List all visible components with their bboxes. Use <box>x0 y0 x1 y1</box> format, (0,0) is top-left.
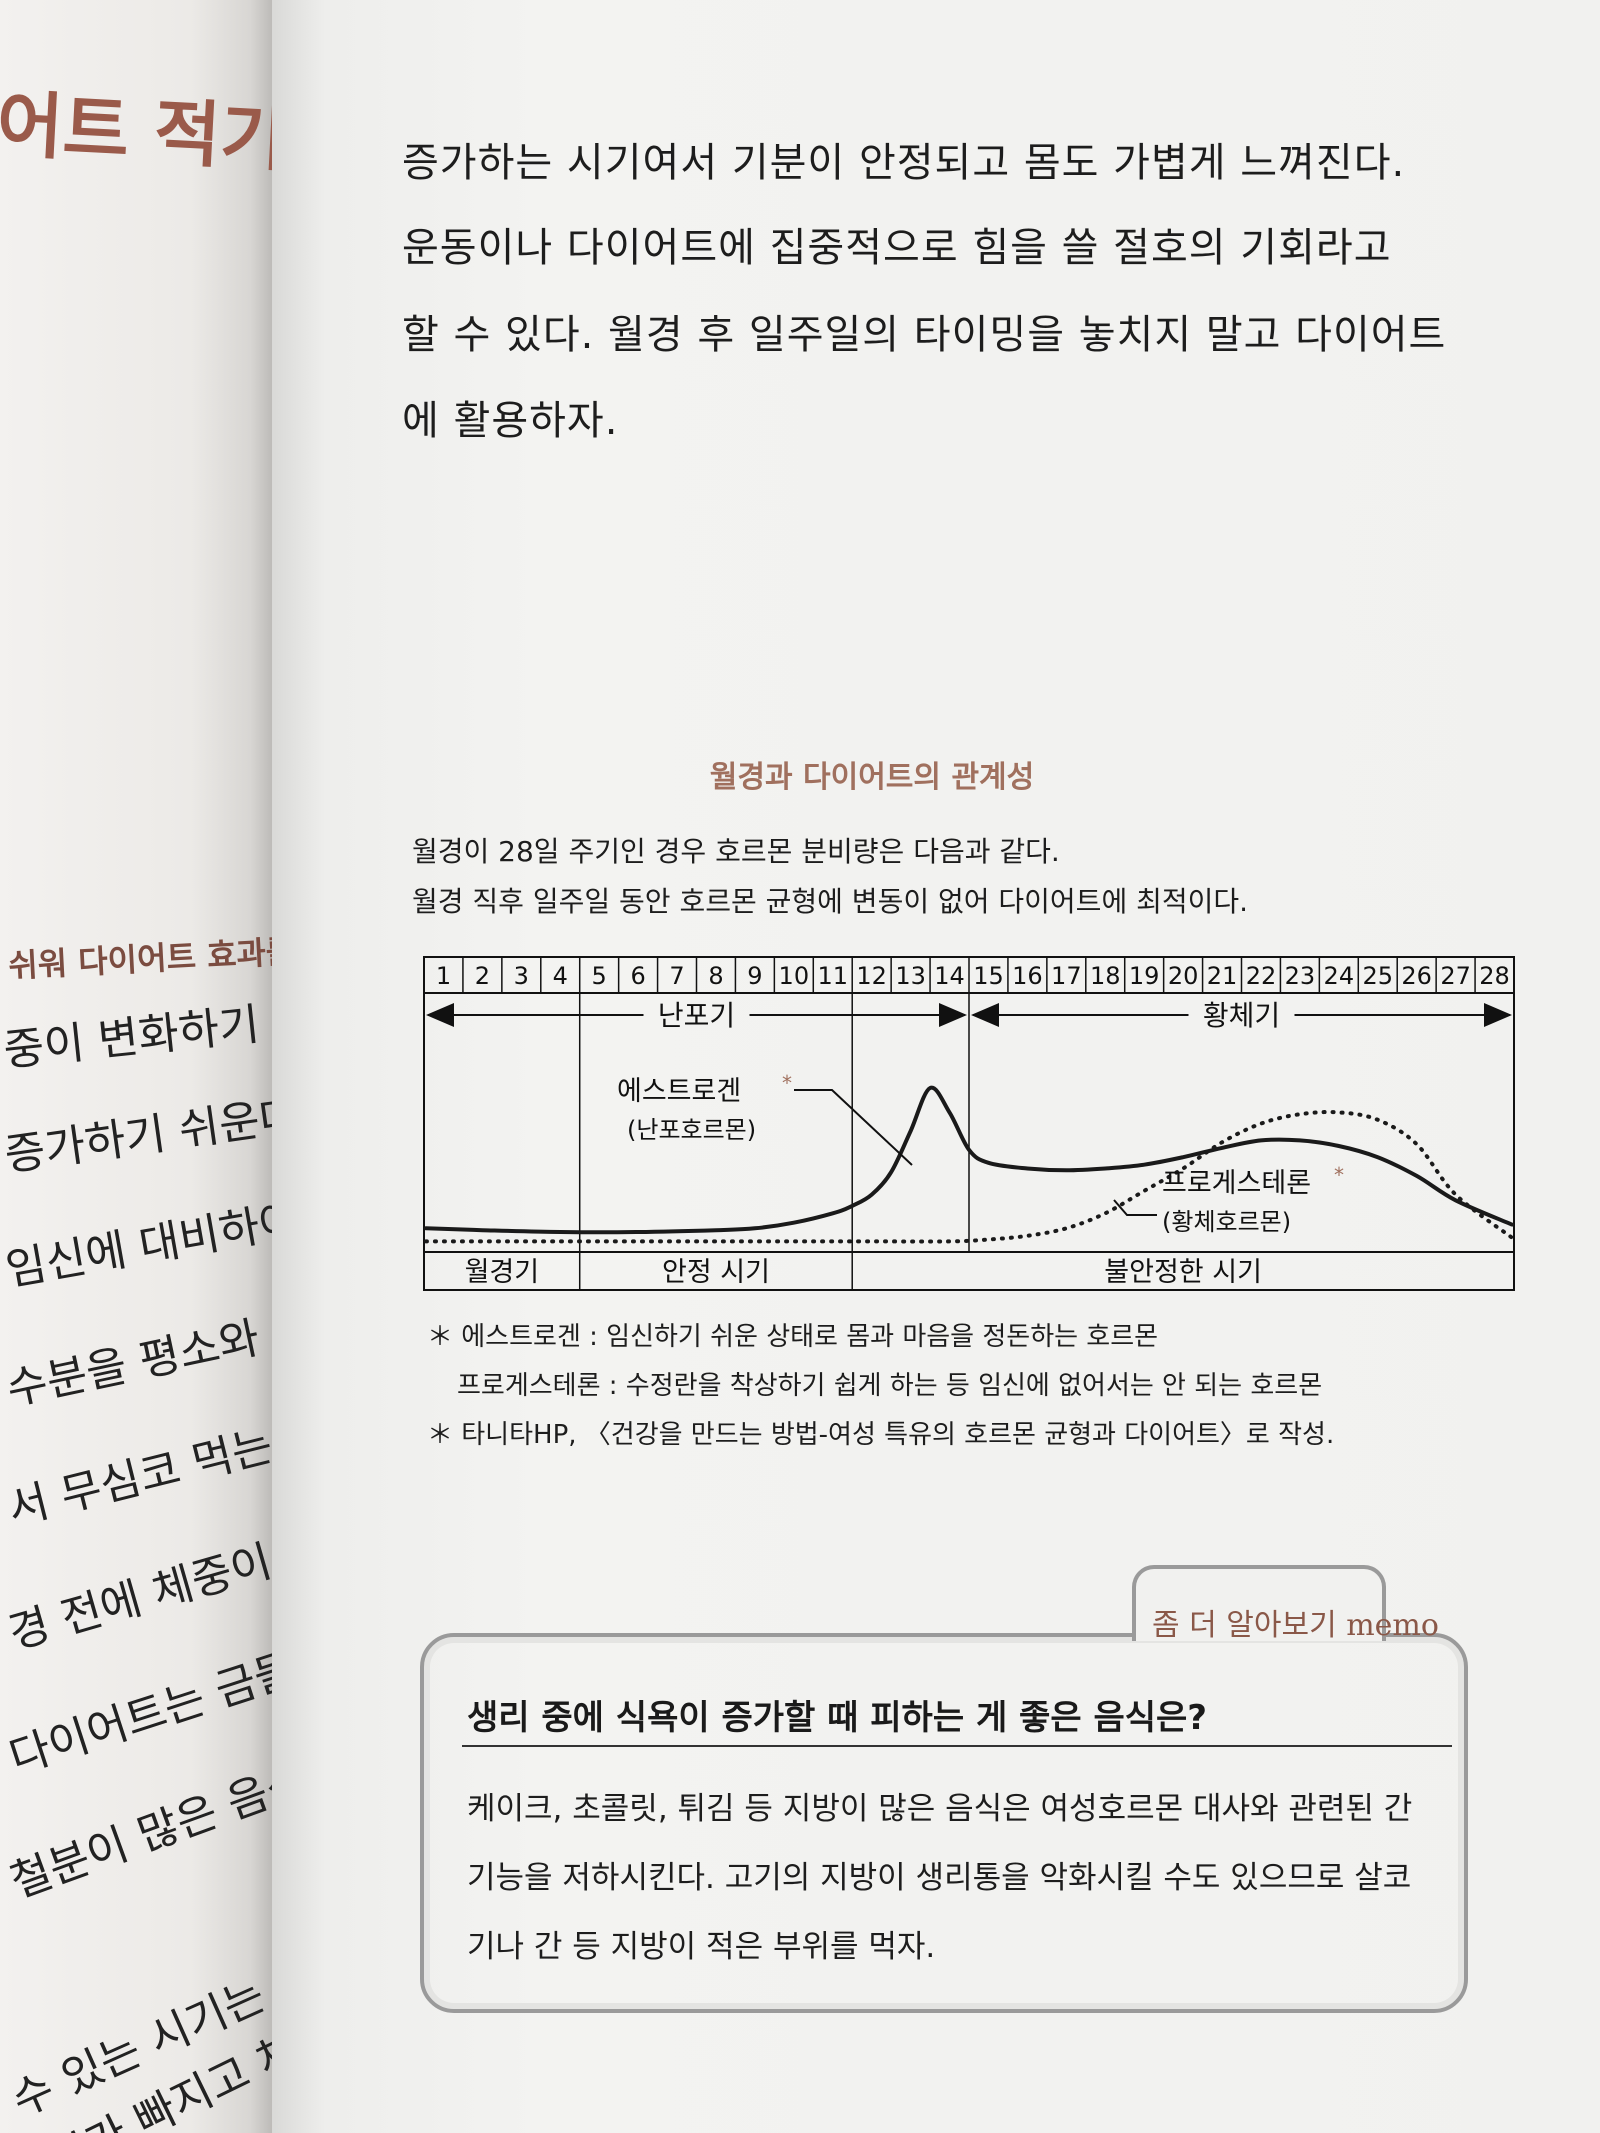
body-line: 운동이나 다이어트에 집중적으로 힘을 쓸 절호의 기회라고 <box>402 225 1392 271</box>
figure-note: ＊ 에스트로겐 : 임신하기 쉬운 상태로 몸과 마음을 정돈하는 호르몬 <box>427 1322 1159 1352</box>
memo-line: 케이크, 초콜릿, 튀김 등 지방이 많은 음식은 여성호르몬 대사와 관련된 … <box>467 1791 1413 1827</box>
chart-day-label: 10 <box>779 962 810 990</box>
chart-phase-label: 황체기 <box>1203 999 1280 1032</box>
chart-day-label: 22 <box>1246 962 1277 990</box>
chart-day-label: 12 <box>856 962 887 990</box>
chart-day-label: 26 <box>1401 962 1432 990</box>
chart-day-label: 7 <box>669 962 684 990</box>
chart-day-label: 6 <box>630 962 645 990</box>
figure-title: 월경과 다이어트의 관계성 <box>709 760 1035 795</box>
chart-day-label: 9 <box>747 962 762 990</box>
chart-day-label: 23 <box>1285 962 1316 990</box>
chart-day-label: 27 <box>1440 962 1471 990</box>
chart-day-label: 28 <box>1479 962 1510 990</box>
memo-heading: 생리 중에 식욕이 증가할 때 피하는 게 좋은 음식은? <box>467 1698 1208 1738</box>
chart-day-label: 25 <box>1362 962 1393 990</box>
chart-day-label: 8 <box>708 962 723 990</box>
progesterone-label-asterisk: * <box>1334 1163 1344 1187</box>
memo-box <box>420 1633 1468 2013</box>
figure-note: 프로게스테론 : 수정란을 착상하기 쉽게 하는 등 임신에 없어서는 안 되는… <box>457 1371 1323 1401</box>
estrogen-label: 에스트로겐 <box>617 1076 741 1107</box>
body-line: 증가하는 시기여서 기분이 안정되고 몸도 가볍게 느껴진다. <box>402 140 1406 186</box>
chart-day-label: 19 <box>1129 962 1160 990</box>
chart-day-label: 14 <box>934 962 965 990</box>
chart-day-label: 11 <box>817 962 848 990</box>
chart-day-label: 2 <box>475 962 490 990</box>
progesterone-label: 프로게스테론 <box>1162 1168 1311 1199</box>
chart-day-label: 18 <box>1090 962 1121 990</box>
chart-period-label: 월경기 <box>465 1257 540 1288</box>
memo-divider <box>462 1745 1452 1747</box>
hormone-chart: 1 2 3 4 5 6 7 8 9 10 11 12 13 14 15 16 17 18 19 20 21 22 23 24 2… <box>423 956 1515 1291</box>
chart-day-label: 16 <box>1012 962 1043 990</box>
progesterone-sublabel: (황체호르몬) <box>1162 1208 1291 1236</box>
chart-period-label: 안정 시기 <box>662 1257 770 1288</box>
estrogen-label-asterisk: * <box>782 1071 792 1095</box>
chart-day-label: 17 <box>1051 962 1082 990</box>
left-page: 어트 적기 쉬워 다이어트 효과를 보기 쉬운 중이 변화하기 쉬운 경향이 있… <box>0 0 272 2133</box>
chart-day-label: 21 <box>1207 962 1238 990</box>
chart-phase-label: 난포기 <box>658 999 735 1032</box>
figure-note: ＊ 타니타HP, 〈건강을 만드는 방법-여성 특유의 호르몬 균형과 다이어트… <box>427 1420 1335 1450</box>
chart-day-label: 4 <box>553 962 568 990</box>
left-page-subheading: 쉬워 다이어트 효과를 보기 쉬운 <box>7 925 272 986</box>
chart-day-label: 13 <box>895 962 926 990</box>
chart-day-label: 15 <box>973 962 1004 990</box>
figure-description: 월경이 28일 주기인 경우 호르몬 분비량은 다음과 같다. <box>412 835 1060 868</box>
left-page-title: 어트 적기 <box>0 81 272 182</box>
chart-day-label: 1 <box>436 962 451 990</box>
chart-day-label: 20 <box>1168 962 1199 990</box>
progesterone-leader-line <box>1113 1199 1157 1216</box>
memo-line: 기나 간 등 지방이 적은 부위를 먹자. <box>467 1929 936 1965</box>
progesterone-line <box>424 1110 1514 1244</box>
chart-day-label: 3 <box>514 962 529 990</box>
estrogen-leader-line <box>794 1089 913 1166</box>
estrogen-sublabel: (난포호르몬) <box>627 1116 756 1144</box>
chart-day-label: 24 <box>1324 962 1355 990</box>
right-page: 증가하는 시기여서 기분이 안정되고 몸도 가볍게 느껴진다. 운동이나 다이어… <box>272 0 1600 2133</box>
chart-period-label: 불안정한 시기 <box>1104 1257 1262 1288</box>
memo-line: 기능을 저하시킨다. 고기의 지방이 생리통을 악화시킬 수도 있으므로 살코 <box>467 1860 1412 1896</box>
figure-description: 월경 직후 일주일 동안 호르몬 균형에 변동이 없어 다이어트에 최적이다. <box>412 885 1249 918</box>
chart-day-label: 5 <box>592 962 607 990</box>
memo-tab <box>1132 1565 1386 1641</box>
body-line: 에 활용하자. <box>402 398 619 444</box>
body-line: 할 수 있다. 월경 후 일주일의 타이밍을 놓치지 말고 다이어트 <box>402 312 1447 358</box>
estrogen-line <box>424 1085 1514 1235</box>
memo-label: 좀 더 알아보기 memo <box>1152 1608 1439 1643</box>
